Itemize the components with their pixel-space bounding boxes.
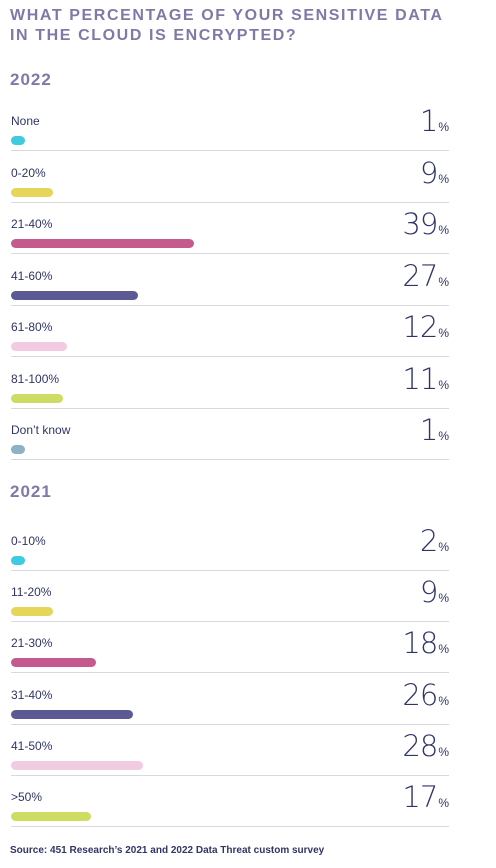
value-label: 26% (402, 678, 449, 712)
percent-sign: % (438, 377, 449, 392)
value-number: 9 (419, 155, 438, 190)
percent-sign: % (438, 744, 449, 759)
value-label: 1% (420, 104, 449, 138)
row-divider (11, 672, 449, 674)
bar-row-2022-2: 21-40% 39% (0, 205, 496, 254)
bar-row-2021-1: 11-20% 9% (0, 573, 496, 623)
category-label: 41-50% (11, 738, 53, 753)
percent-sign: % (438, 591, 449, 606)
section-title-2022: 2022 (10, 70, 52, 89)
percent-sign: % (438, 171, 449, 186)
value-number: 12 (402, 310, 438, 344)
row-divider (11, 459, 449, 460)
bar (11, 607, 54, 617)
percent-sign: % (438, 693, 449, 708)
category-label: Don’t know (11, 423, 71, 437)
bar-row-2021-2: 21-30% 18% (0, 624, 496, 674)
percent-sign: % (438, 120, 449, 134)
bar-row-2022-5: 81-100% 11% (0, 360, 496, 409)
bar (11, 290, 138, 300)
category-label: 0-10% (11, 534, 46, 548)
bar (11, 239, 195, 248)
row-divider (11, 826, 449, 827)
bar (11, 812, 91, 821)
percent-sign: % (438, 429, 449, 443)
row-divider (11, 407, 449, 409)
value-label: 28% (402, 729, 449, 763)
bar-row-2021-5: >50% 17% (0, 778, 496, 827)
value-number: 1 (419, 104, 438, 138)
value-label: 2% (420, 524, 449, 558)
bar (11, 393, 63, 403)
chart-title-line-2: IN THE CLOUD IS ENCRYPTED? (10, 27, 298, 44)
bar (11, 658, 96, 668)
category-label: 81-100% (11, 371, 60, 386)
value-number: 26 (402, 677, 438, 712)
row-divider (11, 356, 449, 357)
bar (11, 556, 25, 565)
value-number: 17 (402, 780, 438, 814)
percent-sign: % (438, 540, 449, 554)
value-number: 2 (419, 524, 438, 558)
category-label: None (11, 114, 40, 128)
value-label: 17% (402, 780, 449, 814)
value-number: 9 (419, 575, 438, 610)
category-label: 21-30% (11, 636, 53, 651)
value-label: 1% (420, 413, 449, 447)
value-label: 39% (402, 207, 449, 241)
bar-row-2021-4: 41-50% 28% (0, 727, 496, 776)
bar-row-2022-3: 41-60% 27% (0, 257, 496, 306)
value-number: 39 (402, 207, 438, 241)
category-label: 61-80% (11, 320, 53, 334)
bar-row-2021-0: 0-10% 2% (0, 522, 496, 571)
chart-title: WHAT PERCENTAGE OF YOUR SENSITIVE DATA I… (10, 6, 480, 46)
value-number: 27 (402, 258, 438, 293)
row-divider (11, 621, 449, 623)
category-label: 0-20% (11, 165, 46, 180)
row-divider (11, 774, 449, 776)
bar-row-2022-1: 0-20% 9% (0, 154, 496, 203)
category-label: >50% (11, 790, 43, 804)
value-label: 11% (402, 362, 449, 396)
percent-sign: % (438, 223, 449, 237)
bar-row-2022-0: None 1% (0, 102, 496, 151)
bar (11, 445, 25, 454)
row-divider (11, 150, 449, 151)
value-label: 12% (402, 310, 449, 344)
bar (11, 709, 134, 719)
value-label: 18% (402, 626, 449, 660)
bar-row-2021-3: 31-40% 26% (0, 676, 496, 725)
bar (11, 342, 68, 351)
bar (11, 760, 143, 770)
value-number: 11 (402, 361, 438, 396)
percent-sign: % (438, 642, 449, 657)
value-number: 28 (402, 728, 438, 763)
value-label: 9% (420, 156, 449, 190)
bar-row-2022-4: 61-80% 12% (0, 308, 496, 357)
row-divider (11, 201, 449, 203)
value-label: 27% (402, 259, 449, 293)
percent-sign: % (438, 796, 449, 810)
percent-sign: % (438, 274, 449, 289)
category-label: 11-20% (11, 585, 52, 600)
row-divider (11, 304, 449, 306)
chart-title-line-1: WHAT PERCENTAGE OF YOUR SENSITIVE DATA (10, 7, 444, 24)
value-number: 1 (419, 413, 438, 447)
bar (11, 187, 54, 197)
category-label: 41-60% (11, 268, 53, 283)
value-label: 9% (420, 575, 449, 609)
category-label: 31-40% (11, 687, 53, 702)
percent-sign: % (438, 326, 449, 340)
category-label: 21-40% (11, 217, 53, 231)
section-title-2021: 2021 (10, 482, 52, 501)
bar (11, 136, 25, 145)
row-divider (11, 253, 449, 254)
bar-row-2022-6: Don’t know 1% (0, 411, 496, 460)
value-number: 18 (402, 626, 438, 661)
source-note: Source: 451 Research’s 2021 and 2022 Dat… (10, 845, 325, 856)
row-divider (11, 570, 449, 571)
row-divider (11, 723, 449, 725)
